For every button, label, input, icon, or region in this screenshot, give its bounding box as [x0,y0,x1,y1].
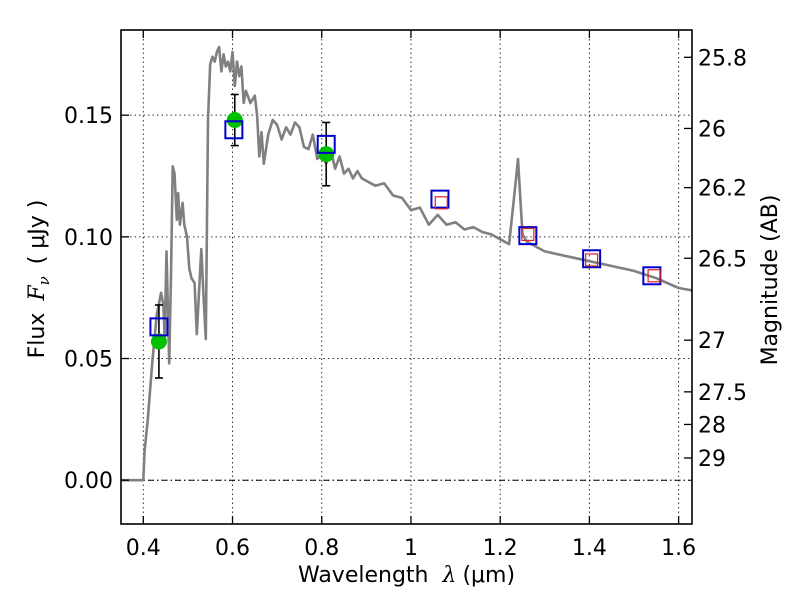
x-tick-label: 0.8 [304,536,339,561]
magnitude-tick-label: 27.5 [698,381,747,406]
photometry-points [150,112,335,350]
x-title-symbol: λ [441,563,456,588]
model-box-markers [149,120,662,337]
observed-box-marker [585,253,599,267]
magnitude-tick-label: 26.2 [698,177,747,202]
x-tick-label: 1.4 [572,536,607,561]
model-box-marker [149,317,169,337]
x-title-unit: (μm) [462,563,515,588]
x-tick-label: 0.6 [215,536,250,561]
magnitude-tick-label: 28 [698,413,726,438]
magnitude-tick-labels: 25.8 26 26.2 26.5 27 27.5 28 29 [698,46,747,472]
model-box-marker [518,226,538,246]
y-tick-label: 0.15 [64,104,113,129]
magnitude-axis-title: Magnitude (AB) [758,195,783,366]
x-tick-label: 0.4 [126,536,161,561]
x-tick-label: 1.2 [483,536,518,561]
magnitude-tick-label: 27 [698,329,726,354]
magnitude-tick-label: 29 [698,447,726,472]
x-tick-label: 1 [404,536,418,561]
observed-box-marker [434,196,448,210]
model-box-marker [582,249,602,269]
model-box-marker [224,120,244,140]
y-tick-label: 0.10 [64,226,113,251]
observed-box-markers [434,196,661,283]
y-axis-title: Flux Fν ( μJy ) [25,200,53,359]
x-tick-labels: 0.4 0.6 0.8 1 1.2 1.4 1.6 [126,536,696,561]
model-box-marker [430,189,450,209]
y-title-symbol: F [25,285,50,302]
x-tick-label: 1.6 [661,536,696,561]
x-title-prefix: Wavelength [298,563,429,588]
y-tick-label: 0.05 [64,348,113,373]
magnitude-tick-label: 26 [698,117,726,142]
x-axis-title: Wavelength λ (μm) [298,563,515,588]
plot-frame [120,29,693,525]
y-title-subscript: ν [35,276,53,285]
observed-box-marker [647,269,661,283]
photometry-point [318,146,335,163]
y-title-unit: ( μJy ) [25,200,50,265]
observed-box-marker [521,227,535,242]
y-tick-label: 0.00 [64,469,113,494]
y-tick-labels: 0.00 0.05 0.10 0.15 [64,104,113,494]
model-spectrum-line [121,45,693,482]
y-title-prefix: Flux [25,313,50,359]
photometry-point [226,112,243,129]
axis-ticks [121,30,692,524]
magnitude-tick-label: 25.8 [698,46,747,71]
model-box-marker [316,134,336,154]
photometry-point [150,333,167,350]
magnitude-tick-label: 26.5 [698,247,747,272]
